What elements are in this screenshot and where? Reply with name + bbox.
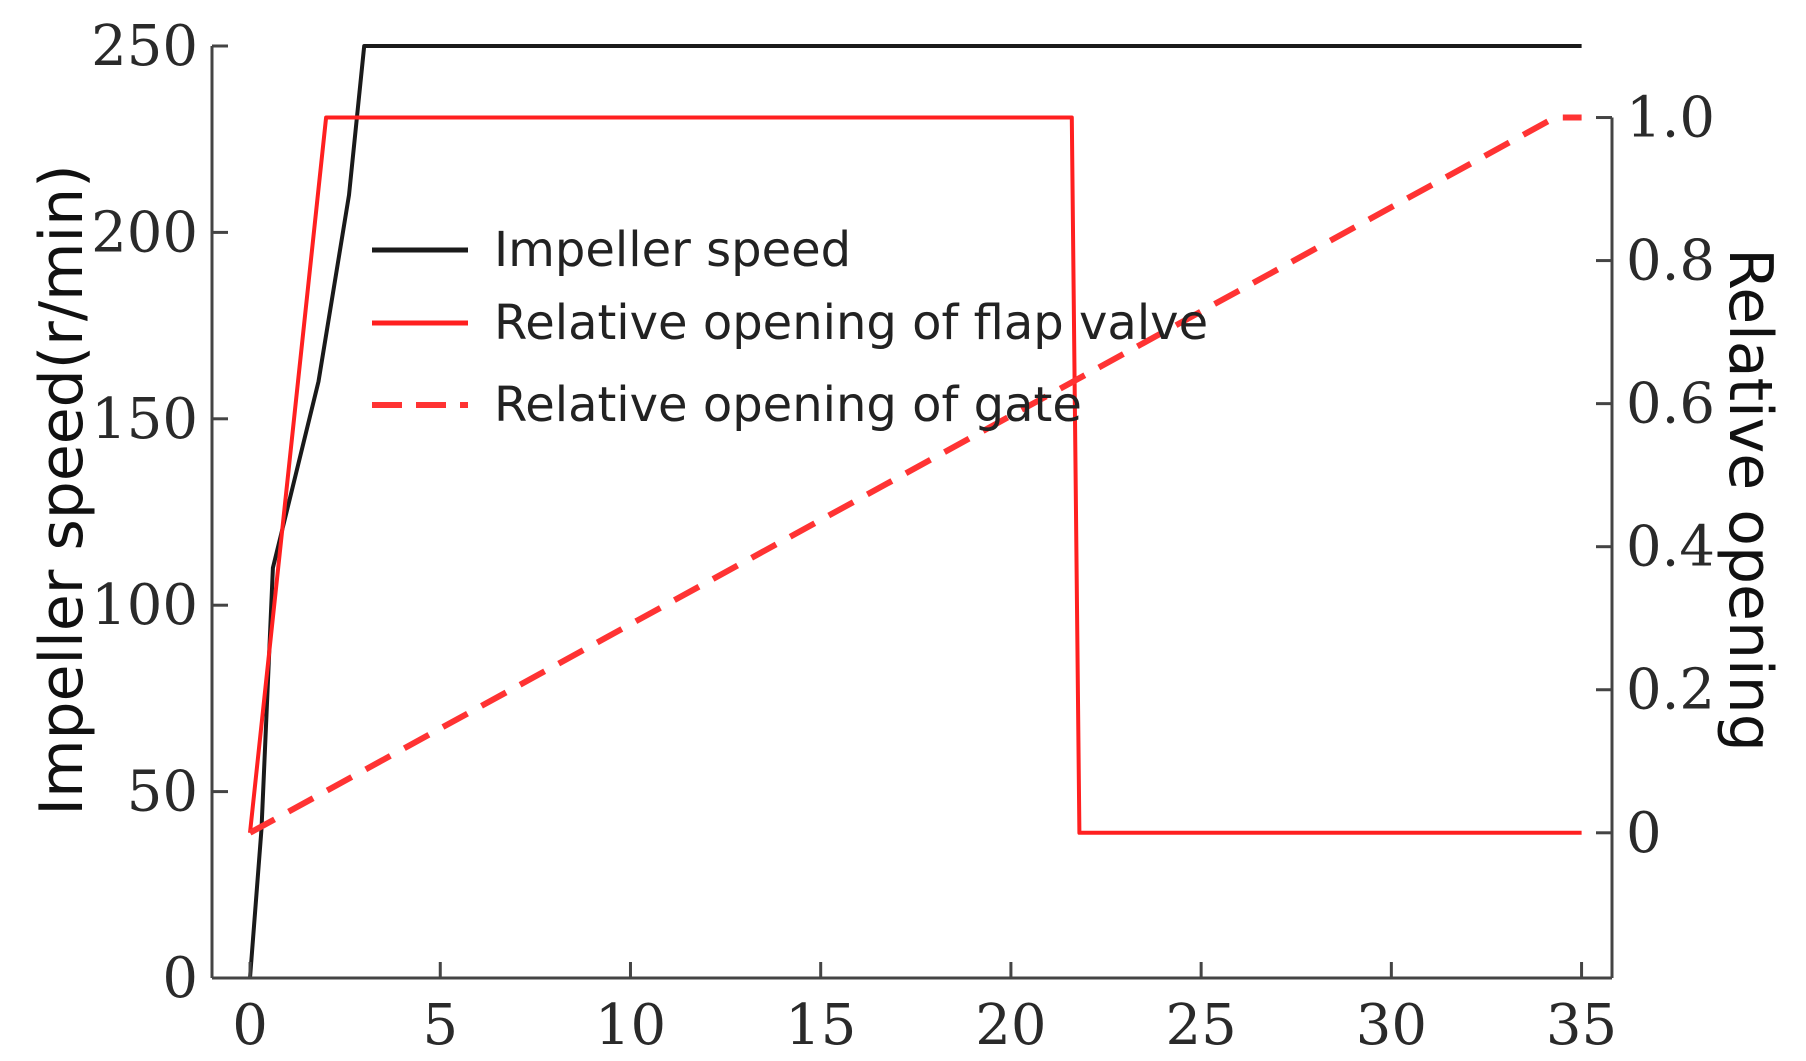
series-layer [248, 44, 1582, 979]
x-tick-label: 30 [1356, 993, 1427, 1058]
y-tick-label: 250 [91, 14, 198, 79]
axes-layer [210, 46, 1614, 980]
series-line-2 [248, 115, 1582, 835]
legend-label-2: Relative opening of flap valve [494, 295, 1208, 351]
y2-tick-label: 0 [1626, 801, 1662, 866]
x-tick-label: 20 [975, 993, 1046, 1058]
y-tick-label: 150 [91, 387, 198, 452]
y-axis-label: Impeller speed(r/min) [27, 164, 97, 815]
x-tick-label: 0 [232, 993, 268, 1058]
y2-axis-label: Relative opening [1715, 248, 1785, 752]
y2-tick-label: 0.8 [1626, 229, 1715, 294]
y-tick-label: 50 [127, 760, 198, 825]
legend-label-1: Impeller speed [494, 222, 851, 278]
x-tick-label: 10 [595, 993, 666, 1058]
y2-tick-label: 0.2 [1626, 658, 1715, 723]
y-tick-label: 100 [91, 573, 198, 638]
y2-tick-label: 1.0 [1626, 86, 1715, 151]
ticks-layer: 0 50 100 150 200 250 0 5 10 15 20 25 30 35 0 0.2 0.4 0.6 0… [91, 14, 1715, 1058]
series-line-1 [248, 44, 1582, 979]
x-tick-label: 15 [785, 993, 856, 1058]
y-tick-label: 200 [91, 200, 198, 265]
series-line-3 [248, 114, 1582, 836]
y2-tick-label: 0.6 [1626, 372, 1715, 437]
legend: Impeller speed Relative opening of flap v… [372, 222, 1208, 433]
x-tick-label: 5 [422, 993, 458, 1058]
legend-label-3: Relative opening of gate [494, 377, 1082, 433]
x-tick-label: 35 [1546, 993, 1617, 1058]
x-tick-label: 25 [1165, 993, 1236, 1058]
y-tick-label: 0 [162, 946, 198, 1011]
y2-tick-label: 0.4 [1626, 515, 1715, 580]
